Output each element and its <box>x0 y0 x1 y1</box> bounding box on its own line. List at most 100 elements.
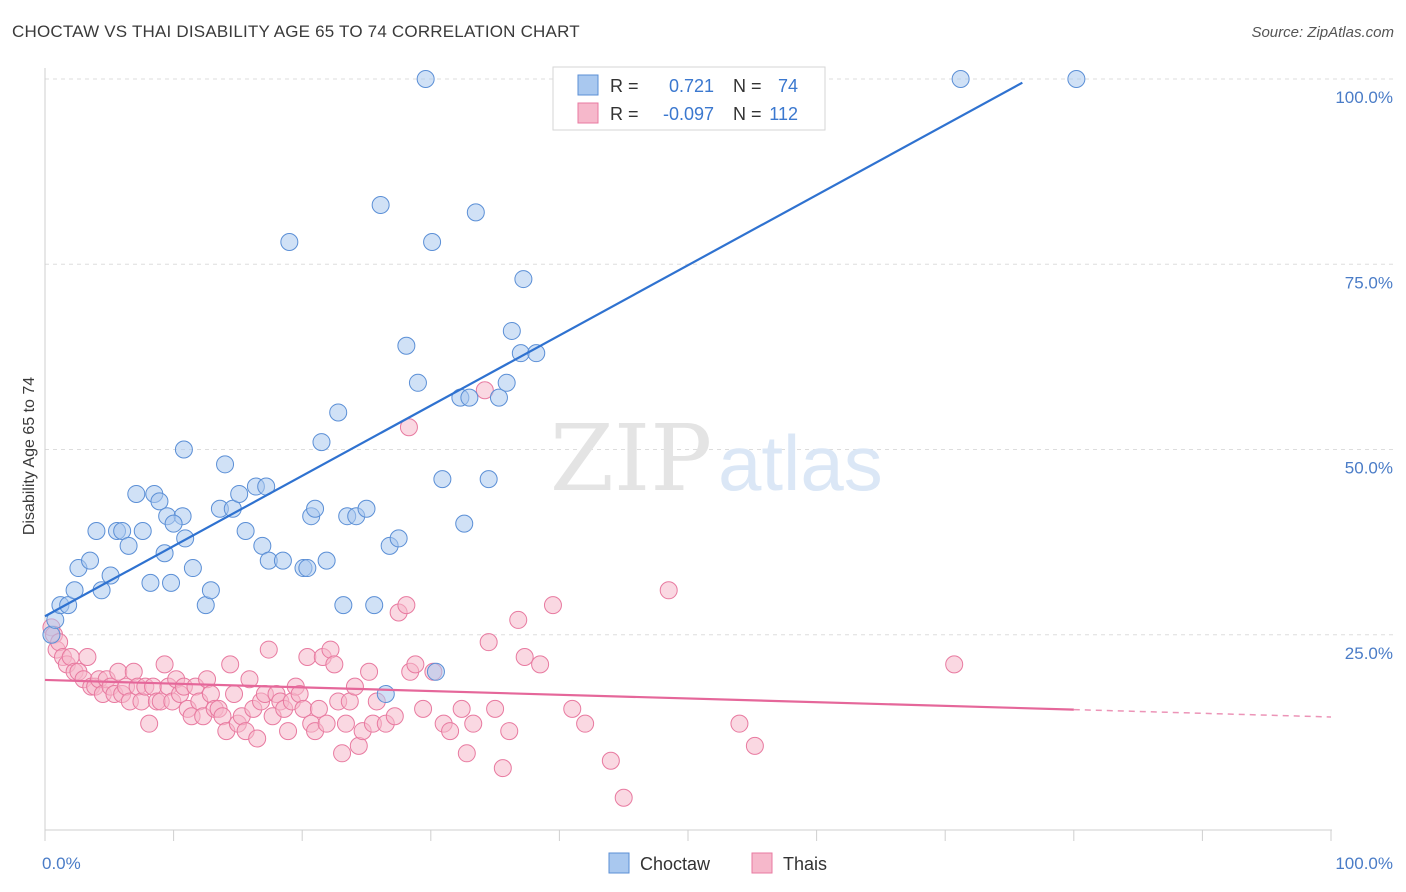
stats-r-label-choctaw: R = <box>610 76 639 96</box>
legend-swatch-choctaw <box>608 852 630 874</box>
y-tick-labels: 25.0% 50.0% 75.0% 100.0% <box>1335 88 1393 663</box>
choctaw-point <box>479 470 498 489</box>
stats-legend-swatch-choctaw <box>577 74 599 96</box>
choctaw-point <box>273 551 292 570</box>
thais-point <box>543 596 562 615</box>
choctaw-point <box>317 551 336 570</box>
grid-lines <box>45 78 1395 636</box>
choctaw-point <box>951 70 970 88</box>
thais-point <box>155 655 174 674</box>
legend-swatch-thais <box>751 852 773 874</box>
thais-point <box>225 685 244 704</box>
choctaw-point <box>176 529 195 548</box>
thais-point <box>441 722 460 741</box>
choctaw-point <box>466 203 485 222</box>
thais-point <box>248 729 267 748</box>
thais-point <box>259 640 278 659</box>
thais-point <box>563 699 582 718</box>
thais-point <box>493 759 512 778</box>
thais-point <box>385 707 404 726</box>
thais-point <box>78 647 97 666</box>
thais-trend-line <box>44 678 1074 711</box>
thais-point <box>531 655 550 674</box>
choctaw-point <box>253 536 272 555</box>
choctaw-point <box>306 499 325 518</box>
thais-point <box>414 699 433 718</box>
thais-point <box>213 707 232 726</box>
choctaw-point <box>183 559 202 578</box>
source-label: Source: ZipAtlas.com <box>1251 24 1394 41</box>
stats-n-label-choctaw: N = <box>733 76 762 96</box>
choctaw-point <box>312 433 331 452</box>
choctaw-point <box>65 581 84 600</box>
thais-point <box>336 714 355 733</box>
choctaw-point <box>514 270 533 289</box>
y-tick-label: 100.0% <box>1335 88 1393 107</box>
thais-point <box>240 670 259 689</box>
watermark-zip: ZIP <box>550 405 712 512</box>
choctaw-point <box>298 559 317 578</box>
thais-point <box>325 655 344 674</box>
choctaw-point <box>397 336 416 355</box>
thais-trend-line-extension <box>1073 708 1332 718</box>
choctaw-point <box>164 514 183 533</box>
choctaw-point <box>127 484 146 503</box>
watermark: ZIP atlas <box>550 405 883 512</box>
choctaw-point <box>42 625 61 644</box>
stats-n-value-thais: 112 <box>769 104 798 124</box>
thais-point <box>457 744 476 763</box>
legend-label-thais: Thais <box>783 854 827 874</box>
choctaw-point <box>423 233 442 252</box>
stats-r-value-choctaw: 0.721 <box>669 76 714 96</box>
stats-n-label-thais: N = <box>733 104 762 124</box>
thais-point <box>309 699 328 718</box>
bottom-legend: Choctaw Thais <box>608 852 827 874</box>
choctaw-point <box>87 522 106 541</box>
thais-point <box>945 655 964 674</box>
thais-point <box>452 699 471 718</box>
choctaw-point <box>133 522 152 541</box>
thais-point <box>132 692 151 711</box>
thais-point <box>124 662 143 681</box>
y-tick-label: 25.0% <box>1345 644 1393 663</box>
thais-point <box>345 677 364 696</box>
thais-point <box>321 640 340 659</box>
stats-r-value-thais: -0.097 <box>663 104 714 124</box>
thais-point <box>349 736 368 755</box>
y-tick-label: 50.0% <box>1345 459 1393 478</box>
choctaw-point <box>141 573 160 592</box>
thais-point <box>294 699 313 718</box>
choctaw-point <box>81 551 100 570</box>
choctaw-series <box>42 70 1086 704</box>
stats-n-value-choctaw: 74 <box>778 76 798 96</box>
choctaw-point <box>357 499 376 518</box>
x-tick-label-max: 100.0% <box>1335 854 1393 873</box>
thais-point <box>298 647 317 666</box>
thais-point <box>221 655 240 674</box>
thais-point <box>397 596 416 615</box>
thais-point <box>360 662 379 681</box>
thais-point <box>486 699 505 718</box>
trend-lines <box>44 81 1332 718</box>
x-ticks <box>44 830 1332 841</box>
y-tick-label: 75.0% <box>1345 273 1393 292</box>
choctaw-point <box>426 662 445 681</box>
choctaw-point <box>455 514 474 533</box>
thais-point <box>509 610 528 629</box>
choctaw-point <box>433 470 452 489</box>
stats-r-label-thais: R = <box>610 104 639 124</box>
choctaw-point <box>236 522 255 541</box>
choctaw-point <box>460 388 479 407</box>
thais-point <box>144 677 163 696</box>
choctaw-point <box>162 573 181 592</box>
choctaw-point <box>416 70 435 88</box>
choctaw-point <box>376 685 395 704</box>
thais-point <box>515 647 534 666</box>
choctaw-point <box>371 195 390 214</box>
choctaw-point <box>280 233 299 252</box>
thais-point <box>601 751 620 770</box>
thais-point <box>730 714 749 733</box>
choctaw-point <box>489 388 508 407</box>
thais-point <box>279 722 298 741</box>
